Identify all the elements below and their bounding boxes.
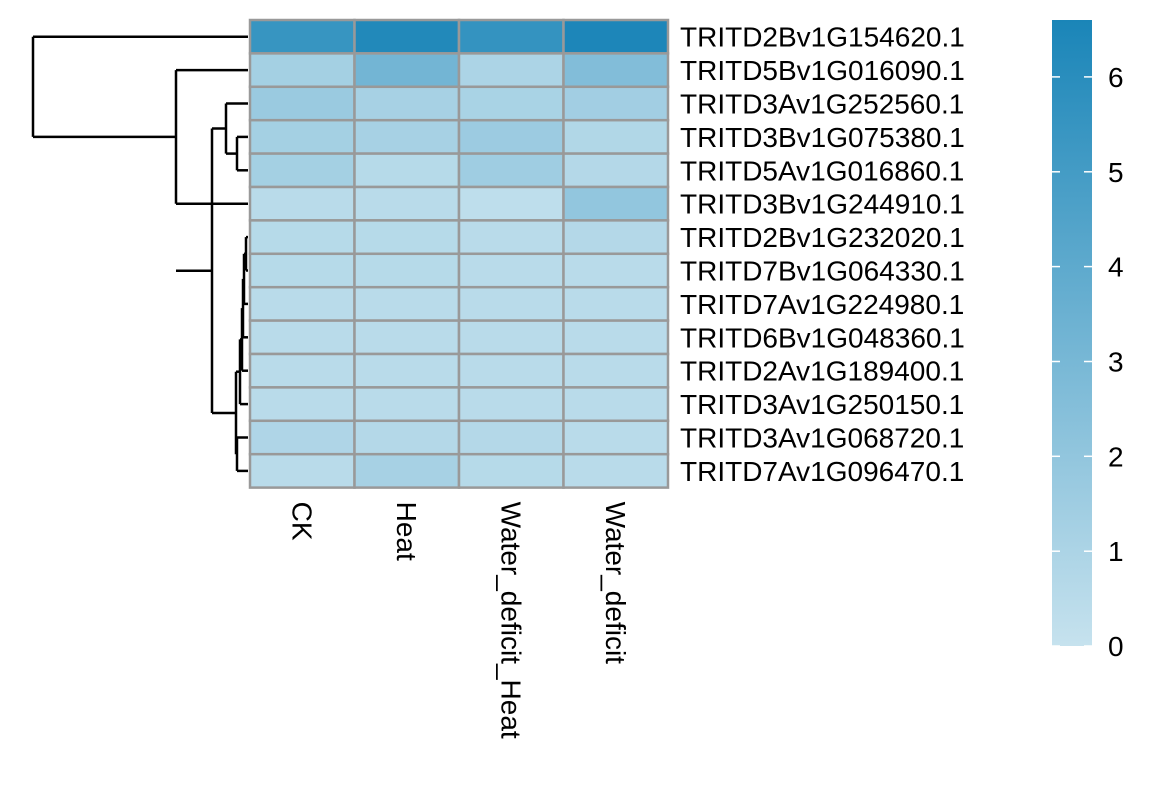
heatmap-cell [248, 386, 356, 423]
heatmap-cell [248, 319, 356, 356]
row-label: TRITD7Bv1G064330.1 [680, 256, 965, 287]
heatmap-cell [562, 118, 670, 155]
heatmap-cell [457, 85, 565, 122]
column-label: CK [286, 502, 317, 541]
row-label: TRITD3Bv1G075380.1 [680, 122, 965, 153]
heatmap-cell [248, 18, 356, 55]
heatmap-cell [353, 185, 461, 222]
heatmap-cell [457, 219, 565, 256]
column-labels: CK Heat Water_deficit_Heat Water_deficit [286, 502, 631, 739]
row-label: TRITD3Av1G250150.1 [680, 389, 964, 420]
heatmap-cell [353, 452, 461, 489]
heatmap-cell [353, 118, 461, 155]
row-dendrogram [31, 35, 248, 473]
column-label: Water_deficit [600, 502, 631, 665]
heatmap-cell [457, 319, 565, 356]
row-label: TRITD5Bv1G016090.1 [680, 55, 965, 86]
heatmap-cell [562, 85, 670, 122]
colorbar-tick-label: 2 [1108, 441, 1124, 472]
row-label: TRITD3Av1G252560.1 [680, 89, 964, 120]
heatmap-cells [248, 18, 670, 489]
row-label: TRITD2Bv1G232020.1 [680, 222, 965, 253]
heatmap-cell [457, 419, 565, 456]
heatmap-cell [248, 118, 356, 155]
row-label: TRITD7Av1G096470.1 [680, 456, 964, 487]
heatmap-cell [562, 319, 670, 356]
heatmap-cell [562, 386, 670, 423]
heatmap-cell [457, 252, 565, 289]
heatmap-cell [248, 419, 356, 456]
heatmap-cell [562, 419, 670, 456]
heatmap-cell [562, 52, 670, 89]
heatmap-cell [457, 152, 565, 189]
heatmap-cell [562, 152, 670, 189]
heatmap-cell [562, 352, 670, 389]
heatmap-cell [562, 252, 670, 289]
row-label: TRITD6Bv1G048360.1 [680, 322, 965, 353]
colorbar-tick-label: 4 [1108, 252, 1124, 283]
heatmap-cell [353, 152, 461, 189]
heatmap-cell [248, 85, 356, 122]
heatmap-cell [562, 219, 670, 256]
heatmap-cell [457, 352, 565, 389]
heatmap-cell [562, 452, 670, 489]
row-label: TRITD3Bv1G244910.1 [680, 189, 965, 220]
heatmap-cell [353, 18, 461, 55]
heatmap-cell [562, 18, 670, 55]
colorbar-gradient [1052, 20, 1092, 646]
heatmap-cell [457, 18, 565, 55]
heatmap-cell [248, 285, 356, 322]
heatmap-cell [562, 185, 670, 222]
heatmap-cell [353, 319, 461, 356]
heatmap-cell [353, 352, 461, 389]
heatmap-cell [248, 52, 356, 89]
heatmap-cell [562, 285, 670, 322]
heatmap-cell [457, 285, 565, 322]
heatmap-cell [457, 386, 565, 423]
row-label: TRITD2Av1G189400.1 [680, 356, 964, 387]
heatmap-cell [353, 52, 461, 89]
heatmap-cell [457, 452, 565, 489]
heatmap-cell [248, 152, 356, 189]
heatmap-cell [353, 85, 461, 122]
colorbar-tick-label: 5 [1108, 157, 1124, 188]
heatmap-cell [248, 219, 356, 256]
heatmap-cell [457, 52, 565, 89]
row-label: TRITD7Av1G224980.1 [680, 289, 964, 320]
heatmap-cell [457, 185, 565, 222]
heatmap-cell [248, 185, 356, 222]
color-legend: 0 1 2 3 4 5 6 [1052, 20, 1124, 662]
row-label: TRITD2Bv1G154620.1 [680, 22, 965, 53]
heatmap-cell [353, 419, 461, 456]
colorbar-tick-label: 1 [1108, 536, 1124, 567]
row-label: TRITD5Av1G016860.1 [680, 155, 964, 186]
heatmap-cell [248, 352, 356, 389]
colorbar-tick-label: 3 [1108, 347, 1124, 378]
heatmap-cell [353, 386, 461, 423]
heatmap-cell [353, 219, 461, 256]
heatmap-cell [353, 252, 461, 289]
heatmap-cell [457, 118, 565, 155]
row-label: TRITD3Av1G068720.1 [680, 423, 964, 454]
colorbar-tick-label: 0 [1108, 631, 1124, 662]
heatmap-cell [248, 252, 356, 289]
column-label: Heat [391, 502, 422, 561]
heatmap-cell [248, 452, 356, 489]
row-labels: TRITD2Bv1G154620.1TRITD5Bv1G016090.1TRIT… [680, 22, 965, 487]
heatmap-cell [353, 285, 461, 322]
column-label: Water_deficit_Heat [495, 502, 526, 739]
colorbar-tick-label: 6 [1108, 62, 1124, 93]
